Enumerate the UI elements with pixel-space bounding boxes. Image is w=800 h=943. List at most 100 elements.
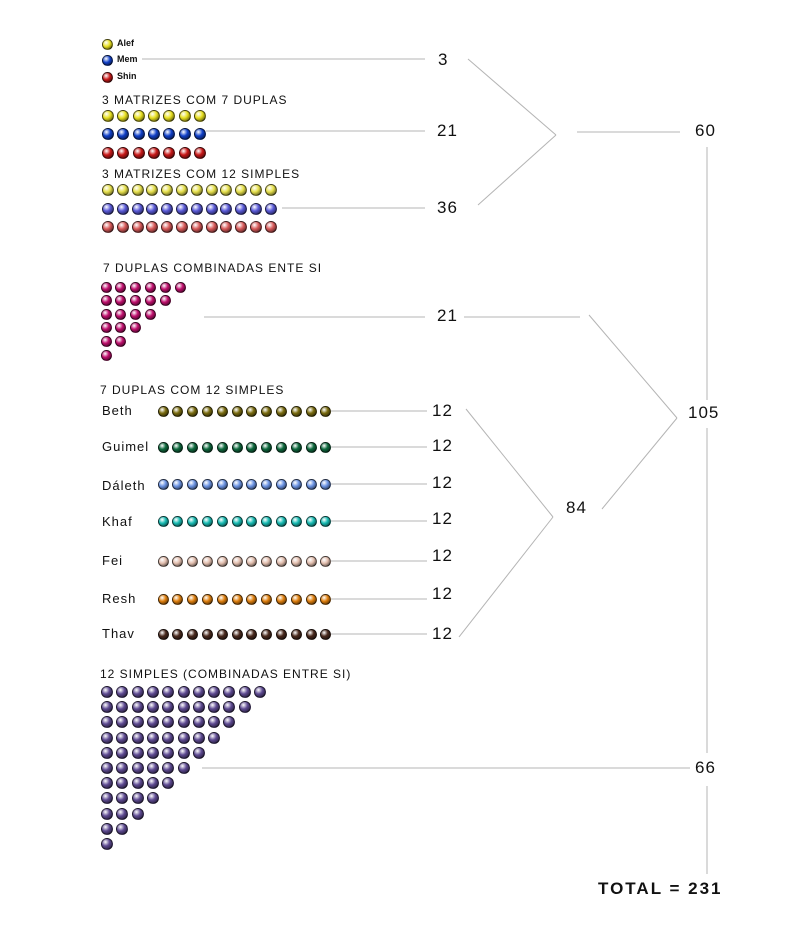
letter-count: 12 [432,473,453,492]
simples-ball [264,184,277,196]
letter-ball [261,478,273,490]
subtotal-60: 60 [695,121,716,140]
simples-combinada-ball [131,701,144,714]
simples-ball [235,221,248,233]
dupla-ball [102,110,114,122]
simples-combinada-ball [116,792,129,805]
simples-combinada-ball [116,731,129,744]
letter-ball [305,441,317,453]
letter-count: 12 [432,624,453,643]
letter-ball [231,515,243,527]
simples-combinada-ball [177,701,190,714]
letter-ball [201,515,213,527]
simples-combinada-ball [131,792,144,805]
letter-ball [201,441,213,453]
dupla-ball [163,147,176,159]
letter-ball [172,405,184,417]
letter-ball [157,478,169,490]
letter-ball [216,405,228,417]
simples-combinada-ball [177,716,190,729]
simples-combinada-ball [162,762,175,774]
simples-combinada-ball [146,777,159,790]
letter-count: 12 [432,584,453,603]
simples-combinada-ball [101,701,113,714]
combinada-ball [100,335,112,347]
simples-ball [176,221,188,233]
simples-ball [146,184,159,196]
simples-combinada-ball [162,716,175,729]
letter-ball [187,628,199,640]
letter-ball [172,628,184,640]
dupla-ball [193,128,206,140]
simples-combinada-ball [162,777,175,790]
simples-combinada-ball [146,701,159,714]
simples-combinada-ball [116,686,129,698]
bracket-84-top [465,408,554,518]
simples-combinada-ball [192,701,205,714]
letter-ball [246,593,258,605]
simples-combinada-ball [101,686,113,698]
combinada-ball [174,281,186,293]
letter-ball [320,515,332,527]
simples-ball [205,221,218,233]
simples-combinada-ball [177,731,190,744]
letter-ball [187,441,199,453]
letter-ball [305,515,317,527]
simples-ball [161,221,174,233]
letter-ball [172,593,184,605]
simples-ball [264,203,277,215]
letter-ball [172,555,184,567]
simples-combinada-ball [208,731,221,744]
simples-combinada-ball [146,686,159,698]
combinada-ball [100,349,112,361]
simples-ball [131,184,144,196]
dupla-ball [147,110,160,122]
combinada-ball [130,281,142,293]
legend-ball [102,39,113,50]
letter-ball [216,628,228,640]
simples-combinada-ball [116,701,129,714]
simples-ball [220,184,233,196]
letter-ball [320,441,332,453]
letter-ball [201,555,213,567]
legend-ball [102,72,113,83]
legend-label: Shin [117,71,137,81]
letter-ball [246,405,258,417]
simples-combinada-ball [101,716,113,729]
simples-combinada-ball [101,762,113,774]
simples-combinada-ball [208,716,221,729]
simples-combinada-ball [101,838,113,850]
simples-combinada-ball [101,746,113,759]
simples-ball [176,203,188,215]
dupla-ball [117,147,130,159]
letter-ball [320,405,332,417]
letter-ball [261,628,273,640]
letter-ball [275,628,287,640]
letter-ball [261,555,273,567]
simples-combinada-ball [192,746,205,759]
letter-ball [157,515,169,527]
simples-combinada-ball [131,762,144,774]
simples-combinadas-heading: 12 SIMPLES (COMBINADAS ENTRE SI) [100,667,352,681]
letter-count: 12 [432,401,453,420]
combinada-ball [115,308,127,320]
simples-combinada-ball [192,731,205,744]
letter-ball [216,441,228,453]
combinadas-count: 21 [437,306,458,325]
combinada-ball [100,322,112,334]
combinada-ball [115,295,127,307]
letter-ball [246,628,258,640]
simples-ball [161,203,174,215]
simples-ball [250,203,262,215]
simples-combinada-ball [131,731,144,744]
letter-count: 12 [432,509,453,528]
letter-ball [290,593,302,605]
bracket-60-bottom [477,134,557,206]
letter-label-fei: Fei [102,553,124,568]
letter-ball [320,593,332,605]
letter-ball [320,555,332,567]
dupla-ball [147,147,160,159]
combinada-ball [100,295,112,307]
letter-ball [201,593,213,605]
